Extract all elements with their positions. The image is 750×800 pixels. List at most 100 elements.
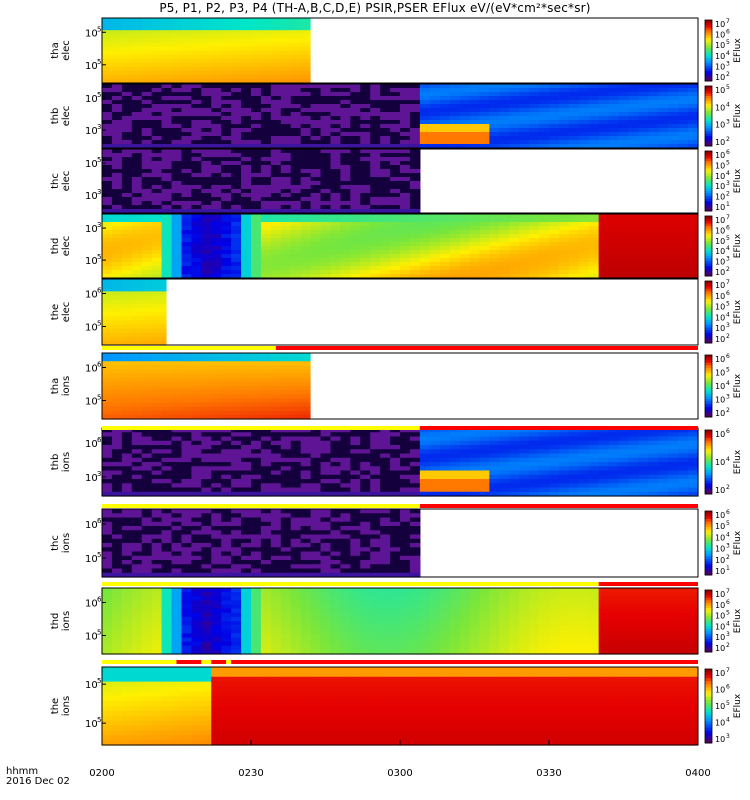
colorbar-tick-exponent: 2 (726, 191, 730, 198)
heatmap-cell (638, 274, 649, 279)
heatmap-cell (151, 279, 163, 284)
heatmap-cell (598, 96, 610, 101)
heatmap-cell (578, 222, 590, 227)
heatmap-cell (678, 136, 689, 141)
heatmap-cell (280, 377, 292, 383)
heatmap-cell (171, 189, 183, 194)
heatmap-cell (260, 209, 272, 214)
heatmap-cell (102, 398, 113, 404)
heatmap-cell (678, 449, 689, 455)
heatmap-cell (598, 457, 610, 463)
heatmap-cell (419, 92, 431, 97)
heatmap-cell (459, 436, 471, 442)
heatmap-cell (568, 453, 580, 459)
heatmap-cell (380, 193, 391, 198)
colorbar-swatch (705, 86, 712, 89)
heatmap-cell (260, 526, 272, 531)
heatmap-cell (300, 112, 312, 117)
heatmap-cell (350, 564, 361, 570)
heatmap-cell (102, 521, 113, 527)
heatmap-cell (320, 555, 332, 561)
heatmap-cell (310, 185, 322, 190)
heatmap-cell (290, 526, 302, 531)
heatmap-cell (429, 84, 441, 89)
heatmap-cell (161, 124, 173, 129)
heatmap-cell (260, 96, 272, 101)
heatmap-cell (251, 153, 262, 158)
heatmap-cell (131, 104, 143, 109)
heatmap-cell (201, 185, 212, 190)
heatmap-cell (449, 274, 461, 279)
heatmap-cell (141, 365, 153, 371)
heatmap-cell (370, 136, 381, 141)
y-tick-exponent: 5 (97, 253, 101, 261)
heatmap-cell (638, 226, 649, 231)
heatmap-cell (320, 157, 332, 162)
heatmap-cell (598, 116, 610, 121)
heatmap-cell (390, 140, 401, 145)
heatmap-cell (102, 365, 113, 371)
heatmap-cell (131, 189, 143, 194)
heatmap-cell (449, 112, 461, 117)
heatmap-cell (578, 445, 590, 450)
heatmap-cell (360, 96, 371, 101)
heatmap-cell (638, 270, 649, 275)
heatmap-cell (330, 112, 341, 117)
heatmap-cell (102, 185, 113, 190)
colorbar-swatch (705, 238, 712, 242)
heatmap-cell (320, 104, 332, 109)
heatmap-cell (449, 428, 461, 433)
heatmap-cell (409, 479, 421, 484)
heatmap-cell (241, 214, 252, 219)
heatmap-cell (121, 369, 133, 375)
colorbar-swatch (705, 113, 712, 117)
heatmap-cell (141, 551, 153, 557)
colorbar-tick-label: 10 (715, 430, 725, 439)
heatmap-cell (300, 449, 312, 455)
colorbar-swatch (705, 201, 712, 204)
heatmap-cell (231, 120, 242, 125)
heatmap-cell (131, 262, 143, 267)
heatmap-cell (558, 108, 570, 113)
heatmap-cell (111, 173, 123, 178)
heatmap-cell (231, 394, 242, 399)
heatmap-cell (568, 246, 580, 251)
heatmap-cell (241, 22, 252, 27)
heatmap-cell (141, 312, 153, 317)
heatmap-cell (380, 560, 391, 565)
heatmap-cell (241, 483, 252, 489)
heatmap-cell (340, 96, 351, 101)
heatmap-cell (310, 491, 322, 497)
heatmap-cell (688, 88, 699, 93)
heatmap-cell (251, 390, 262, 395)
heatmap-cell (171, 394, 183, 399)
heatmap-cell (340, 270, 351, 275)
heatmap-cell (439, 88, 451, 93)
heatmap-cell (519, 266, 530, 271)
heatmap-cell (688, 234, 698, 239)
heatmap-cell (539, 242, 550, 247)
heatmap-cell (618, 238, 630, 243)
heatmap-cell (380, 250, 391, 255)
heatmap-cell (181, 470, 192, 476)
heatmap-cell (191, 534, 202, 540)
heatmap-cell (380, 513, 391, 519)
heatmap-cell (171, 234, 183, 239)
heatmap-cell (131, 62, 143, 68)
heatmap-cell (102, 177, 113, 182)
heatmap-cell (310, 226, 322, 231)
heatmap-cell (181, 410, 192, 416)
heatmap-cell (260, 483, 272, 489)
colorbar-swatch (705, 37, 712, 41)
heatmap-cell (429, 108, 441, 113)
heatmap-cell (549, 266, 560, 271)
heatmap-cell (111, 136, 123, 141)
heatmap-cell (628, 258, 639, 263)
heatmap-cell (350, 534, 361, 540)
heatmap-cell (668, 254, 679, 259)
heatmap-cell (221, 474, 232, 480)
heatmap-cell (151, 54, 163, 60)
heatmap-cell (211, 140, 222, 145)
heatmap-cell (111, 218, 123, 223)
heatmap-cell (260, 414, 272, 420)
